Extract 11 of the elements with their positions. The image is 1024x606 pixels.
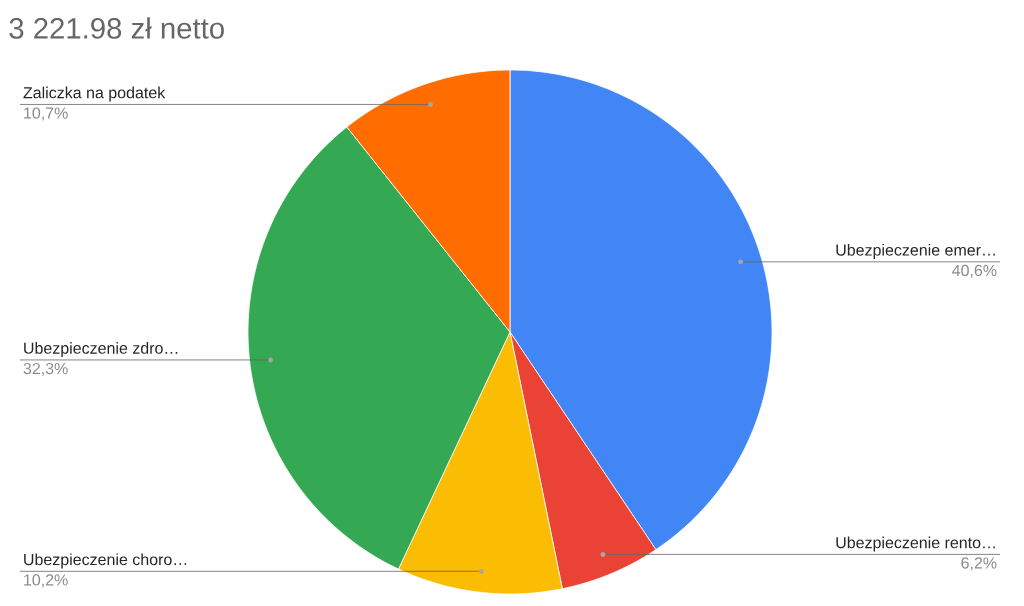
slice-label: Ubezpieczenie zdro… (24, 342, 178, 358)
data-label: 10,7% (24, 107, 68, 121)
data-label: 6,2% (961, 557, 997, 571)
slice-label: Ubezpieczenie rento… (836, 536, 995, 552)
data-label: 10,2% (24, 574, 68, 588)
data-label: 40,6% (952, 264, 997, 278)
chart-title: 3 221.98 zł netto (9, 17, 224, 39)
slice-label: Ubezpieczenie emer… (836, 244, 995, 259)
slice-label: Zaliczka na podatek (23, 86, 166, 102)
data-label: 32,3% (23, 362, 68, 377)
slice-label: Ubezpieczenie choro… (24, 553, 187, 569)
